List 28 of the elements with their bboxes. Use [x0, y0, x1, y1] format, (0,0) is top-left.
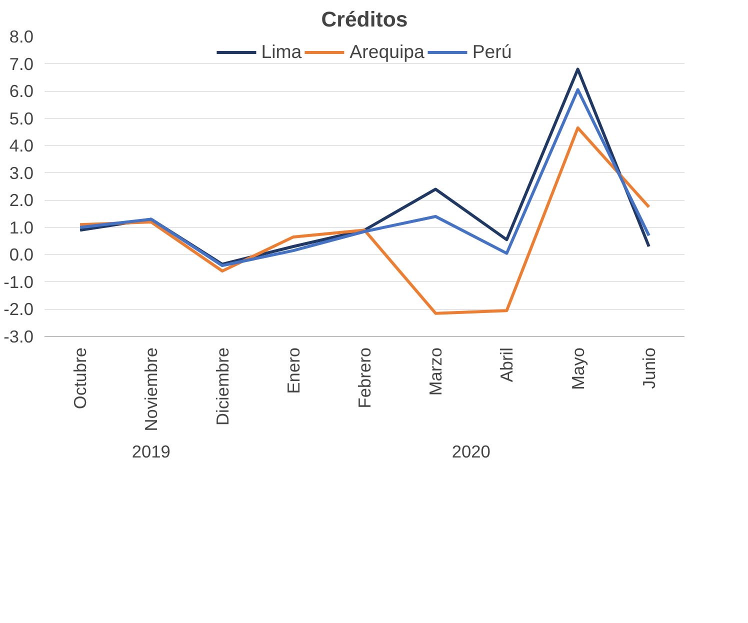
y-tick-label: 3.0 — [9, 162, 34, 183]
text: 2019 — [132, 442, 170, 462]
y-tick-label: 8.0 — [9, 26, 34, 46]
y-tick-label: 4.0 — [9, 136, 34, 156]
x-tick-label: Abril — [496, 347, 517, 382]
legend-label: Perú — [472, 41, 512, 63]
y-tick-label: 0.0 — [9, 244, 34, 265]
y-tick-label: -3.0 — [4, 326, 34, 346]
y-tick-label: 7.0 — [9, 54, 34, 74]
x-tick-label: Diciembre — [212, 347, 232, 426]
y-tick-label: 2.0 — [9, 190, 34, 210]
x-tick-label: Noviembre — [141, 348, 162, 432]
y-tick-label: 5.0 — [9, 108, 34, 128]
x-tick-label: Junio — [638, 347, 659, 389]
line-series — [78, 126, 650, 315]
chart-title: Créditos — [321, 8, 408, 32]
text: 2020 — [452, 442, 490, 462]
legend-label: Lima — [261, 41, 302, 63]
y-tick-label: -1.0 — [4, 272, 34, 292]
x-tick-label: Febrero — [354, 347, 374, 408]
legend-label: Arequipa — [350, 41, 424, 63]
x-tick-label: Mayo — [568, 348, 588, 390]
x-tick-label: Octubre — [70, 348, 90, 410]
y-tick-label: -2.0 — [4, 299, 34, 320]
x-tick-label: Enero — [283, 347, 304, 394]
y-tick-label: 6.0 — [9, 81, 34, 102]
y-tick-label: 1.0 — [9, 217, 34, 238]
x-tick-label: Marzo — [426, 347, 446, 396]
